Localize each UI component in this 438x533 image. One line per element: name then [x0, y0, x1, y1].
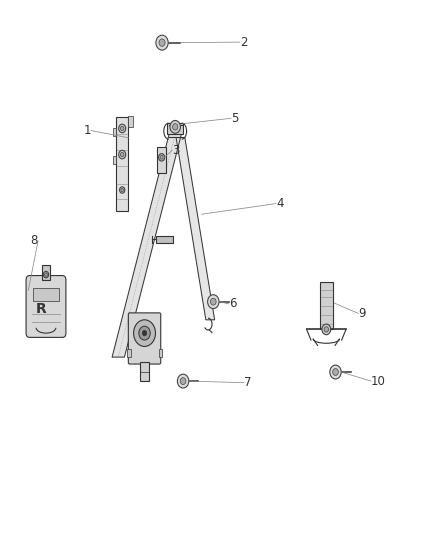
Circle shape	[333, 369, 338, 375]
Text: 4: 4	[276, 197, 283, 210]
Circle shape	[180, 377, 186, 385]
Text: 6: 6	[229, 297, 236, 310]
Polygon shape	[176, 138, 215, 320]
Text: R: R	[36, 302, 47, 316]
Text: 1: 1	[84, 124, 91, 137]
Circle shape	[177, 374, 189, 388]
Circle shape	[120, 152, 124, 157]
Bar	[33, 288, 59, 301]
Circle shape	[322, 324, 331, 335]
Circle shape	[43, 271, 49, 278]
Text: 8: 8	[31, 235, 38, 247]
Circle shape	[120, 126, 124, 131]
Circle shape	[120, 187, 125, 193]
Circle shape	[173, 124, 178, 130]
Bar	[127, 349, 131, 357]
Circle shape	[208, 295, 219, 309]
Text: 5: 5	[231, 112, 238, 125]
Circle shape	[160, 156, 163, 159]
Circle shape	[330, 365, 341, 379]
Circle shape	[119, 124, 126, 133]
Bar	[128, 116, 133, 127]
Text: 3: 3	[172, 144, 180, 157]
Circle shape	[170, 120, 180, 133]
Bar	[157, 147, 166, 173]
Circle shape	[159, 39, 165, 46]
Circle shape	[142, 330, 147, 336]
Bar	[167, 123, 183, 134]
Circle shape	[159, 154, 165, 161]
FancyBboxPatch shape	[26, 276, 66, 337]
Circle shape	[324, 327, 328, 332]
Circle shape	[139, 326, 150, 340]
Bar	[116, 117, 128, 211]
Polygon shape	[112, 134, 181, 357]
Bar	[159, 349, 162, 357]
Text: 9: 9	[358, 307, 366, 320]
Circle shape	[210, 298, 216, 305]
Text: 7: 7	[244, 376, 251, 389]
Circle shape	[119, 150, 126, 159]
Circle shape	[134, 320, 155, 346]
Text: 10: 10	[371, 375, 386, 387]
Circle shape	[121, 189, 124, 191]
FancyBboxPatch shape	[128, 313, 161, 364]
Bar	[113, 128, 116, 136]
Circle shape	[45, 273, 47, 276]
Circle shape	[156, 35, 168, 50]
Bar	[156, 236, 173, 243]
Bar	[140, 362, 149, 381]
Bar	[320, 282, 333, 329]
Text: 2: 2	[240, 36, 247, 49]
Bar	[113, 156, 116, 164]
Bar	[42, 265, 50, 280]
